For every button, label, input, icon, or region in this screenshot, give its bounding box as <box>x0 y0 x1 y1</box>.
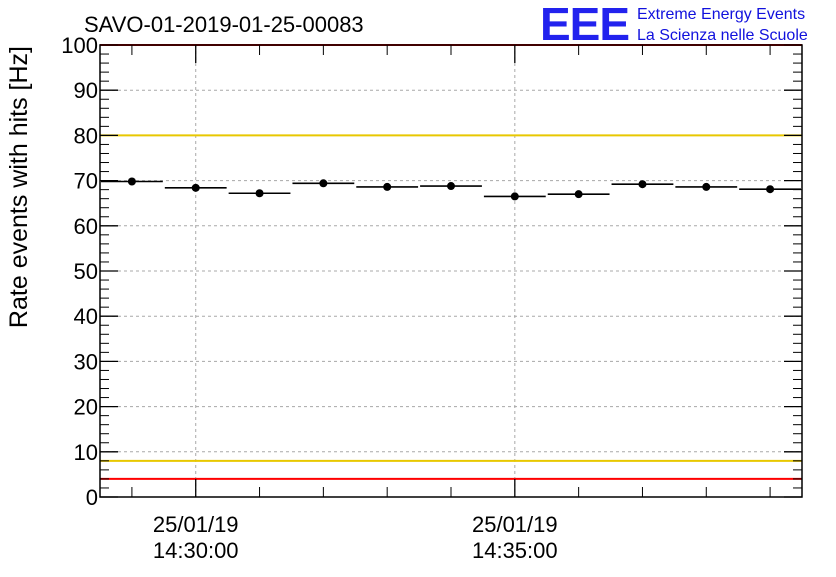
y-tick-label: 90 <box>74 78 98 103</box>
data-point <box>127 177 136 186</box>
data-point <box>447 182 455 191</box>
data-point <box>319 179 328 188</box>
logo-line-1: Extreme Energy Events <box>637 6 805 23</box>
grid-layer <box>100 45 802 497</box>
logo-line-2: La Scienza nelle Scuole <box>637 27 808 44</box>
x-tick-label-time: 14:35:00 <box>472 538 558 563</box>
y-tick-label: 100 <box>61 33 98 58</box>
x-tick-label-time: 14:30:00 <box>153 538 239 563</box>
reference-lines <box>100 44 802 480</box>
data-point <box>255 189 264 198</box>
y-tick-label: 80 <box>74 123 98 148</box>
eee-logo: EEE Extreme Energy Events La Scienza nel… <box>540 0 808 50</box>
data-point <box>702 182 711 191</box>
x-tick-label-date: 25/01/19 <box>472 512 558 537</box>
data-point <box>766 185 775 194</box>
chart-title: SAVO-01-2019-01-25-00083 <box>84 12 364 37</box>
y-tick-label: 50 <box>74 259 98 284</box>
data-point <box>383 182 392 191</box>
data-point <box>191 183 200 192</box>
axis-ticks <box>100 44 802 498</box>
y-tick-label: 60 <box>74 214 98 239</box>
data-series <box>101 177 801 201</box>
tick-labels: 010203040506070809010025/01/1914:30:0025… <box>61 33 557 563</box>
data-point <box>510 192 519 201</box>
y-tick-label: 10 <box>74 440 98 465</box>
y-tick-label: 0 <box>86 485 98 510</box>
y-axis-title: Rate events with hits [Hz] <box>5 46 33 328</box>
data-point <box>638 180 647 189</box>
y-tick-label: 20 <box>74 395 98 420</box>
y-tick-label: 30 <box>74 349 98 374</box>
data-point <box>574 190 583 199</box>
x-tick-label-date: 25/01/19 <box>153 512 239 537</box>
y-tick-label: 70 <box>74 169 98 194</box>
y-tick-label: 40 <box>74 304 98 329</box>
logo-mark: EEE <box>540 0 629 50</box>
